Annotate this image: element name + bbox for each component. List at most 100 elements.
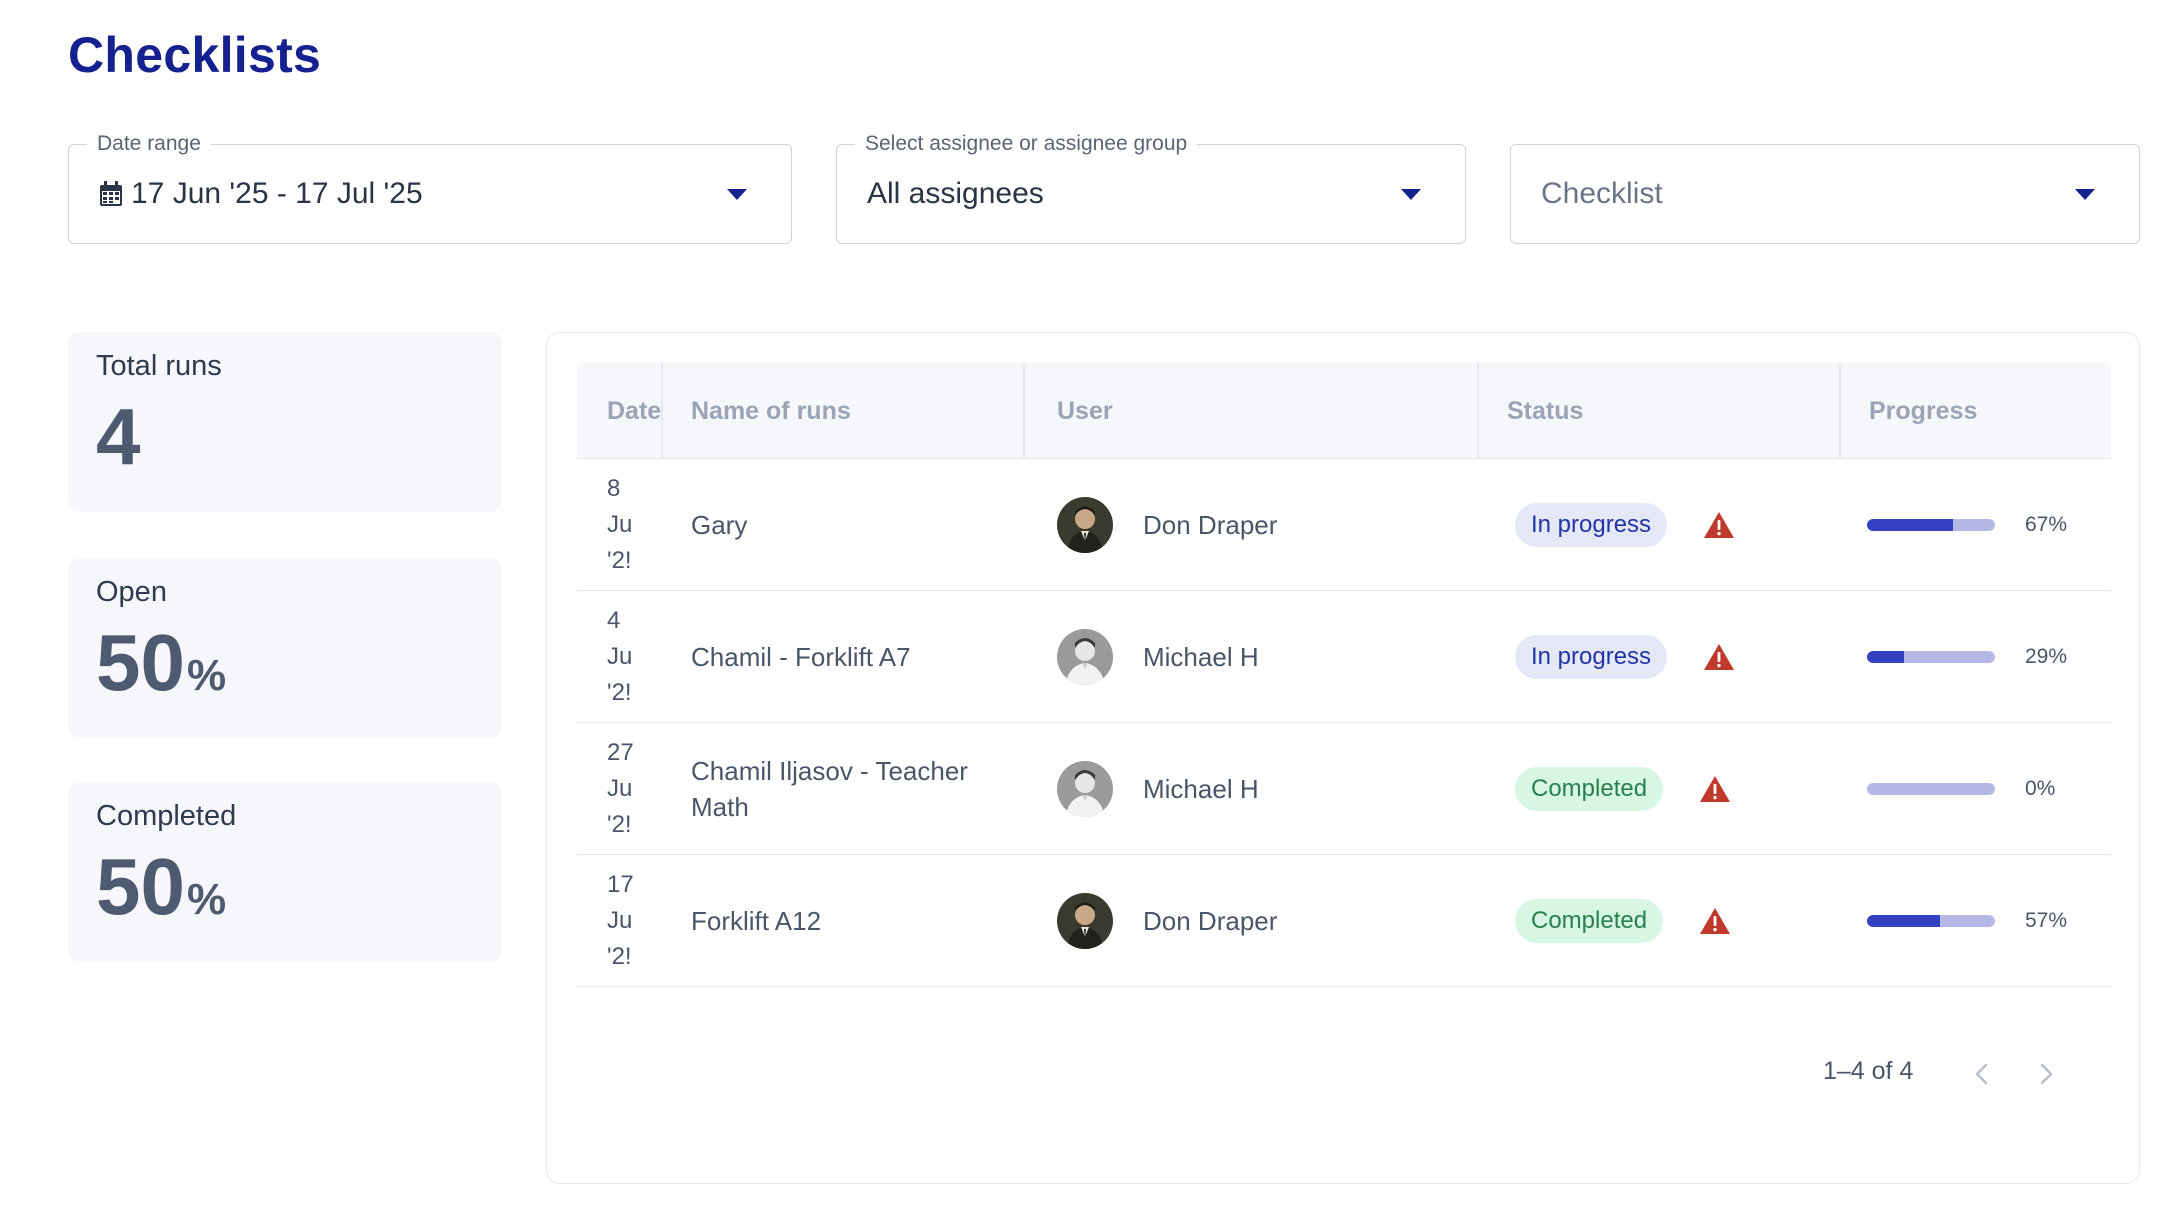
run-date: 27 Ju '2!	[607, 723, 635, 855]
progress-percent: 57%	[2025, 909, 2068, 932]
checklist-placeholder: Checklist	[1541, 177, 1663, 210]
progress-percent: 0%	[2025, 777, 2056, 800]
progress-percent: 67%	[2025, 513, 2068, 536]
avatar	[1057, 629, 1113, 685]
column-header-name[interactable]: Name of runs	[691, 396, 851, 425]
stat-card-total-runs: Total runs 4	[68, 332, 502, 512]
table-row[interactable]: 8 Ju '2! Gary Don Draper In progress 67%	[577, 459, 2111, 591]
chevron-right-icon[interactable]	[2033, 1061, 2059, 1087]
run-progress: 29%	[1867, 591, 2067, 723]
column-separator[interactable]	[661, 363, 663, 459]
pagination-summary: 1–4 of 4	[1823, 1057, 1914, 1085]
run-user: Don Draper	[1057, 855, 1277, 987]
stat-value: 4	[96, 397, 474, 477]
progress-bar	[1867, 783, 1995, 795]
run-name[interactable]: Forklift A12	[691, 906, 822, 936]
date-line: '2!	[607, 811, 632, 838]
date-line: 17	[607, 871, 634, 898]
stat-value: 50%	[96, 847, 474, 927]
table-row[interactable]: 4 Ju '2! Chamil - Forklift A7 Michael H In pr…	[577, 591, 2111, 723]
progress-bar-fill	[1867, 651, 1905, 663]
chevron-down-icon[interactable]	[2075, 189, 2095, 200]
runs-table-card: Date Name of runs User Status Progress 8…	[546, 332, 2140, 1184]
calendar-icon	[99, 181, 123, 207]
date-line: 8	[607, 475, 621, 502]
progress-bar	[1867, 915, 1995, 927]
stat-number: 50	[96, 618, 185, 707]
date-range-value: 17 Jun '25 - 17 Jul '25	[131, 177, 423, 210]
assignee-label: Select assignee or assignee group	[855, 131, 1198, 157]
run-user: Don Draper	[1057, 459, 1277, 591]
run-status: Completed	[1515, 723, 1731, 855]
column-header-user[interactable]: User	[1057, 396, 1113, 425]
stat-label: Total runs	[96, 350, 222, 382]
column-header-status[interactable]: Status	[1507, 396, 1584, 425]
date-line: Ju	[607, 907, 633, 934]
run-status: In progress	[1515, 459, 1735, 591]
status-badge: Completed	[1515, 767, 1664, 811]
warning-icon	[1700, 908, 1731, 934]
avatar	[1057, 761, 1113, 817]
status-badge: Completed	[1515, 899, 1664, 943]
stat-unit: %	[186, 651, 227, 700]
stat-value: 50%	[96, 623, 474, 703]
avatar	[1057, 497, 1113, 553]
date-line: 27	[607, 739, 634, 766]
date-line: '2!	[607, 679, 632, 706]
run-user: Michael H	[1057, 723, 1259, 855]
date-line: '2!	[607, 547, 632, 574]
user-name: Don Draper	[1143, 905, 1278, 936]
warning-icon	[1704, 644, 1735, 670]
table-header: Date Name of runs User Status Progress	[577, 363, 2111, 459]
stat-number: 4	[96, 392, 141, 481]
date-line: 4	[607, 607, 621, 634]
run-name[interactable]: Gary	[691, 510, 748, 540]
date-line: '2!	[607, 943, 632, 970]
column-header-progress[interactable]: Progress	[1869, 396, 1978, 425]
column-separator[interactable]	[1477, 363, 1479, 459]
stat-label: Open	[96, 576, 167, 608]
progress-bar-fill	[1867, 519, 1953, 531]
date-line: Ju	[607, 643, 633, 670]
column-separator[interactable]	[1023, 363, 1025, 459]
user-name: Don Draper	[1143, 509, 1278, 540]
date-range-display: 17 Jun '25 - 17 Jul '25	[99, 177, 423, 211]
stat-card-completed: Completed 50%	[68, 782, 502, 962]
checklist-select[interactable]: Checklist	[1510, 144, 2140, 244]
progress-bar-fill	[1867, 915, 1940, 927]
progress-bar	[1867, 519, 1995, 531]
run-user: Michael H	[1057, 591, 1259, 723]
run-progress: 0%	[1867, 723, 2055, 855]
date-line: Ju	[607, 511, 633, 538]
chevron-left-icon[interactable]	[1969, 1061, 1995, 1087]
run-name[interactable]: Chamil Iljasov - Teacher Math	[691, 756, 968, 822]
progress-percent: 29%	[2025, 645, 2068, 668]
date-line: Ju	[607, 775, 633, 802]
progress-bar	[1867, 651, 1995, 663]
status-badge: In progress	[1515, 503, 1668, 547]
page-title: Checklists	[68, 27, 322, 83]
assignee-select[interactable]: Select assignee or assignee group All as…	[836, 131, 1466, 244]
chevron-down-icon[interactable]	[1401, 189, 1421, 200]
user-name: Michael H	[1143, 641, 1259, 672]
table-row[interactable]: 27 Ju '2! Chamil Iljasov - Teacher Math Mich…	[577, 723, 2111, 855]
assignee-value: All assignees	[867, 177, 1044, 210]
column-header-date[interactable]: Date	[607, 396, 662, 425]
table-row[interactable]: 17 Ju '2! Forklift A12 Don Draper Completed 57…	[577, 855, 2111, 987]
run-status: Completed	[1515, 855, 1731, 987]
run-date: 4 Ju '2!	[607, 591, 635, 723]
user-name: Michael H	[1143, 773, 1259, 804]
run-date: 17 Ju '2!	[607, 855, 635, 987]
stat-unit: %	[186, 875, 227, 924]
avatar	[1057, 893, 1113, 949]
run-name[interactable]: Chamil - Forklift A7	[691, 642, 911, 672]
date-range-field[interactable]: Date range 17 Jun '25 - 17 Jul '25	[68, 131, 792, 244]
stat-card-open: Open 50%	[68, 558, 502, 738]
status-badge: In progress	[1515, 635, 1668, 679]
run-progress: 67%	[1867, 459, 2067, 591]
run-status: In progress	[1515, 591, 1735, 723]
warning-icon	[1704, 512, 1735, 538]
chevron-down-icon[interactable]	[727, 189, 747, 200]
column-separator[interactable]	[1839, 363, 1841, 459]
stat-label: Completed	[96, 800, 237, 832]
